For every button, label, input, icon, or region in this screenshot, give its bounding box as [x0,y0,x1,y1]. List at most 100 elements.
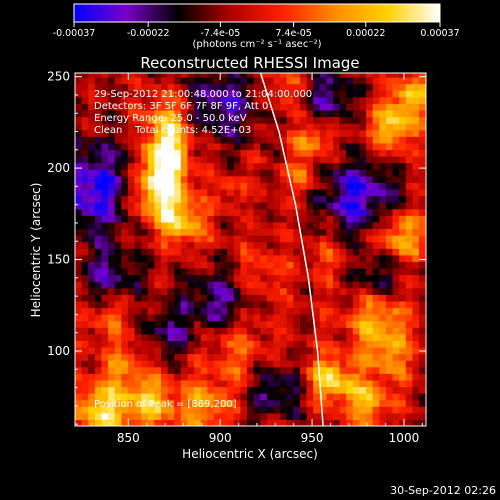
heatmap-cell [247,412,255,421]
heatmap-cell [180,182,189,190]
heatmap-cell [385,406,394,414]
heatmap-cell [127,162,136,170]
heatmap-cell [200,406,208,414]
heatmap-cell [240,406,248,414]
heatmap-cell [366,188,374,197]
heatmap-cell [213,77,222,85]
heatmap-cell [194,267,202,276]
heatmap-cell [280,103,288,111]
heatmap-cell [88,195,96,203]
heatmap-cell [306,182,314,190]
heatmap-cell [147,142,155,151]
heatmap-cell [280,307,288,315]
heatmap-cell [213,254,222,262]
heatmap-cell [114,267,122,276]
heatmap-cell [233,379,241,388]
heatmap-cell [280,340,288,348]
heatmap-cell [412,162,420,170]
heatmap-cell [333,221,341,230]
heatmap-cell [200,96,208,104]
heatmap-cell [366,202,374,210]
heatmap-cell [134,300,142,309]
heatmap-cell [161,274,169,282]
heatmap-cell [220,287,228,295]
heatmap-cell [220,333,228,341]
heatmap-cell [313,254,321,262]
heatmap-cell [253,202,261,210]
heatmap-cell [101,188,109,197]
heatmap-cell [75,373,83,381]
heatmap-cell [299,235,308,243]
heatmap-cell [108,129,116,137]
heatmap-cell [399,379,407,388]
heatmap-cell [213,96,222,104]
heatmap-cell [379,360,387,368]
heatmap-cell [399,195,407,203]
heatmap-cell [319,116,327,124]
heatmap-cell [346,156,354,164]
heatmap-cell [94,136,103,144]
heatmap-cell [339,123,347,131]
heatmap-cell [220,235,228,243]
heatmap-cell [399,96,407,104]
heatmap-cell [299,274,308,282]
heatmap-cell [220,274,228,282]
heatmap-cell [94,379,103,388]
heatmap-cell [319,90,327,98]
heatmap-cell [306,261,314,269]
heatmap-cell [213,208,222,216]
heatmap-cell [147,116,155,124]
heatmap-cell [147,96,155,104]
heatmap-cell [101,162,109,170]
heatmap-cell [81,169,89,177]
heatmap-cell [346,116,354,124]
heatmap-cell [273,175,281,183]
heatmap-cell [385,254,394,262]
heatmap-cell [127,215,136,223]
heatmap-cell [75,175,83,183]
heatmap-cell [75,360,83,368]
heatmap-cell [333,248,341,256]
heatmap-cell [174,235,182,243]
heatmap-cell [127,77,136,85]
heatmap-cell [121,300,129,309]
heatmap-cell [108,90,116,98]
heatmap-cell [114,307,122,315]
heatmap-cell [167,346,175,355]
heatmap-cell [94,254,103,262]
heatmap-cell [194,235,202,243]
heatmap-cell [187,162,195,170]
heatmap-cell [147,77,155,85]
heatmap-cell [385,281,394,289]
x-tick-label: 900 [209,431,232,445]
heatmap-cell [419,360,426,368]
heatmap-cell [88,353,96,361]
heatmap-cell [154,156,162,164]
heatmap-cell [101,221,109,230]
heatmap-cell [81,281,89,289]
heatmap-cell [260,235,268,243]
heatmap-cell [187,215,195,223]
heatmap-cell [266,169,275,177]
heatmap-cell [94,241,103,249]
heatmap-cell [167,294,175,302]
heatmap-cell [299,182,308,190]
heatmap-cell [260,419,268,426]
heatmap-cell [127,333,136,341]
heatmap-cell [346,221,354,230]
heatmap-cell [273,274,281,282]
heatmap-cell [339,175,347,183]
heatmap-cell [372,83,380,91]
heatmap-cell [108,77,116,85]
heatmap-cell [293,360,301,368]
heatmap-cell [339,142,347,151]
heatmap-cell [227,294,235,302]
heatmap-cell [385,175,394,183]
heatmap-cell [174,188,182,197]
heatmap-cell [273,195,281,203]
heatmap-cell [392,96,400,104]
heatmap-cell [200,195,208,203]
heatmap-cell [253,281,261,289]
heatmap-cell [207,353,215,361]
heatmap-cell [180,149,189,157]
